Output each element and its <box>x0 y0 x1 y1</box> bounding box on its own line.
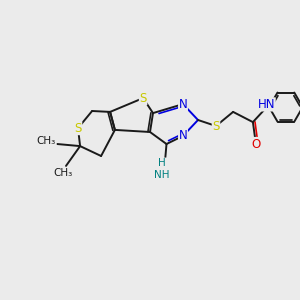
Text: CH₃: CH₃ <box>37 136 56 146</box>
Text: N: N <box>178 98 188 111</box>
Text: S: S <box>212 119 220 133</box>
Text: N: N <box>178 129 188 142</box>
Text: S: S <box>74 122 82 135</box>
Text: CH₃: CH₃ <box>53 168 73 178</box>
Text: HN: HN <box>258 98 275 111</box>
Text: S: S <box>140 92 147 105</box>
Text: O: O <box>251 137 260 151</box>
Text: H
NH: H NH <box>154 158 170 180</box>
